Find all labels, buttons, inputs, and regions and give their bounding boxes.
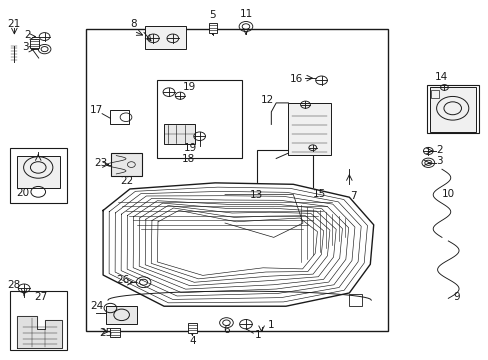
Text: 10: 10 — [441, 189, 454, 199]
Bar — [110, 328, 120, 337]
Text: 24: 24 — [90, 301, 103, 311]
Text: 2: 2 — [435, 144, 442, 154]
Bar — [256, 149, 312, 202]
Text: 21: 21 — [8, 19, 21, 29]
Bar — [348, 294, 361, 306]
Text: 23: 23 — [94, 158, 107, 168]
Text: 28: 28 — [8, 280, 21, 290]
Text: 13: 13 — [249, 190, 262, 200]
Bar — [10, 291, 66, 350]
Bar — [288, 103, 330, 155]
Bar — [111, 153, 142, 176]
Text: 3: 3 — [22, 42, 28, 52]
Text: 5: 5 — [209, 10, 216, 20]
Bar — [429, 87, 475, 132]
Text: 15: 15 — [312, 189, 325, 199]
Text: 20: 20 — [16, 188, 29, 198]
Bar — [86, 30, 387, 330]
Text: 14: 14 — [433, 72, 447, 82]
Text: 16: 16 — [289, 74, 303, 84]
Text: 19: 19 — [184, 143, 197, 153]
Bar — [208, 23, 216, 33]
Bar — [430, 90, 438, 98]
Text: 6: 6 — [223, 325, 229, 335]
Text: 9: 9 — [452, 292, 459, 302]
Text: 22: 22 — [120, 176, 133, 186]
Bar — [10, 148, 66, 203]
Bar — [110, 110, 129, 125]
Text: 7: 7 — [349, 191, 356, 201]
Bar — [163, 125, 195, 144]
Text: 4: 4 — [189, 336, 195, 346]
Text: 12: 12 — [261, 95, 274, 105]
Bar — [30, 39, 39, 48]
Text: 1: 1 — [267, 320, 274, 330]
Text: 25: 25 — [99, 328, 112, 338]
Text: 26: 26 — [116, 275, 129, 285]
Bar — [17, 156, 60, 188]
Bar — [144, 26, 185, 49]
Polygon shape — [103, 183, 373, 306]
Text: 19: 19 — [183, 82, 196, 93]
Text: 1: 1 — [254, 330, 261, 340]
Text: 3: 3 — [435, 156, 442, 166]
Bar — [157, 80, 242, 158]
Text: 8: 8 — [130, 19, 136, 29]
Bar — [105, 306, 137, 324]
Bar — [427, 85, 478, 134]
Text: 27: 27 — [34, 292, 47, 302]
Bar — [187, 323, 196, 333]
Text: 2: 2 — [24, 30, 31, 40]
Text: 18: 18 — [182, 154, 195, 164]
Polygon shape — [17, 316, 61, 348]
Text: 11: 11 — [239, 9, 252, 19]
Text: 17: 17 — [90, 105, 103, 115]
